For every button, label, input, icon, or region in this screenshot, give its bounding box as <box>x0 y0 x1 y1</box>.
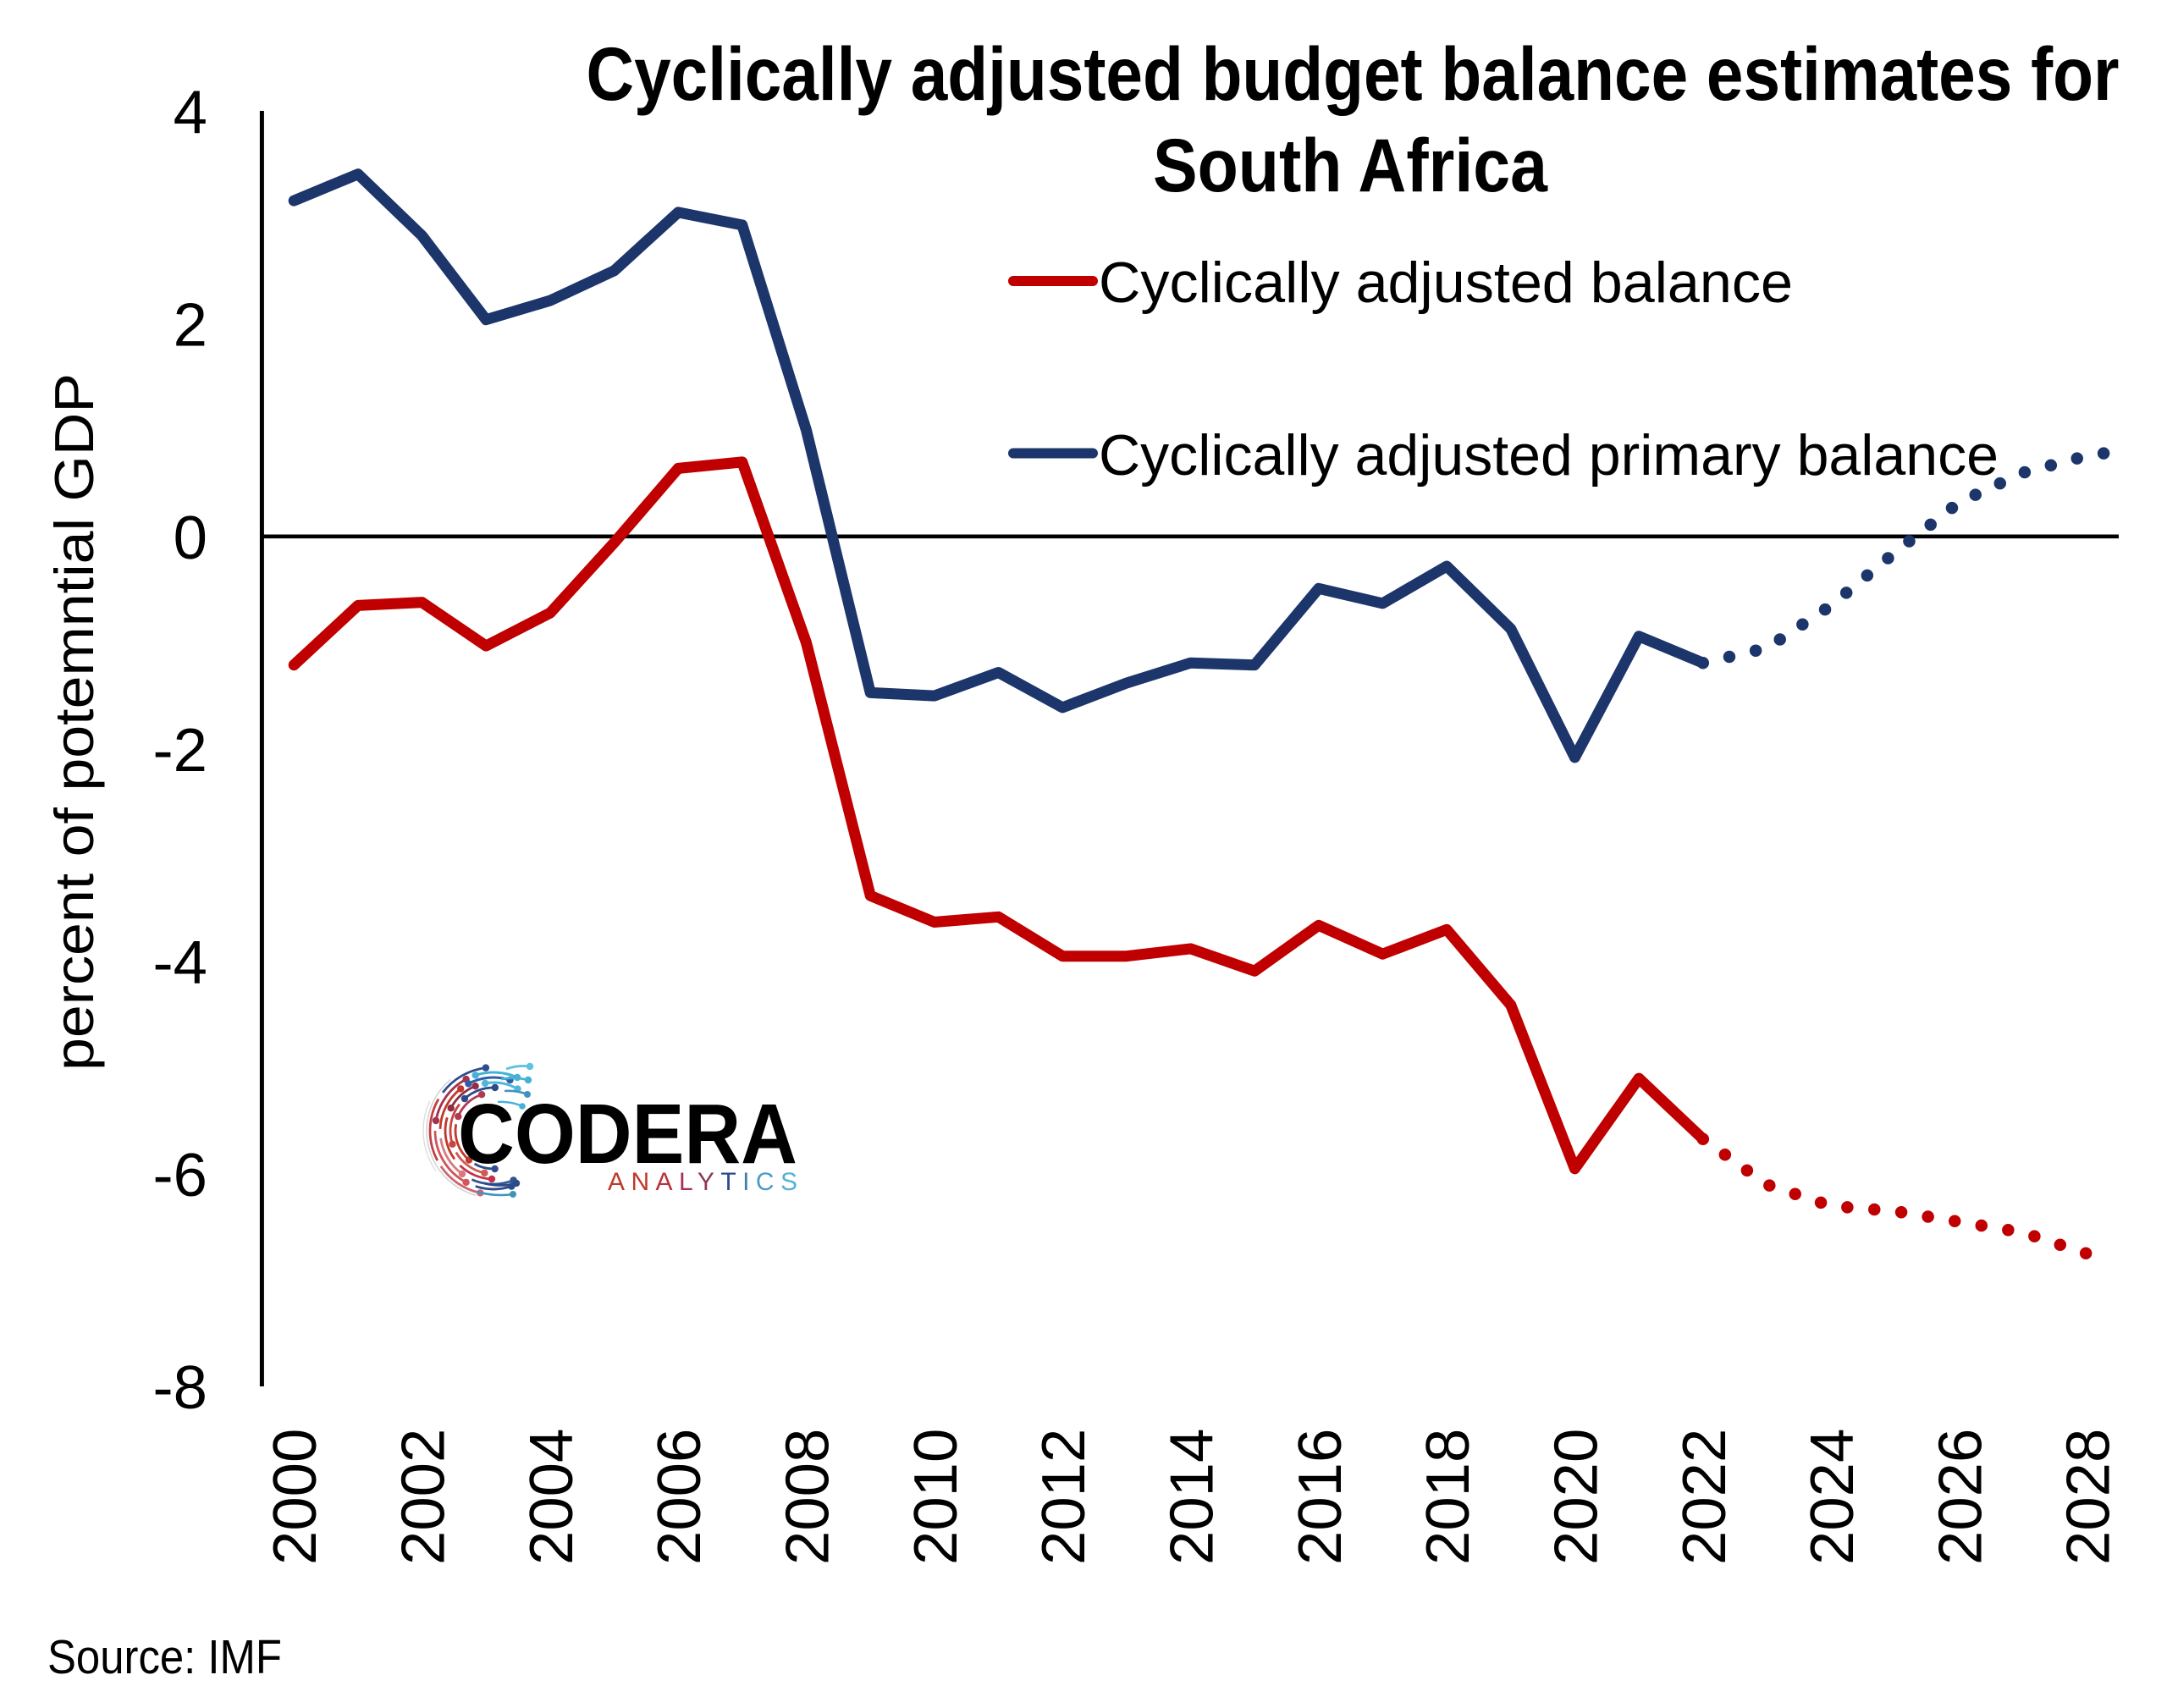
svg-text:4: 4 <box>174 79 207 147</box>
svg-text:2016: 2016 <box>1286 1429 1354 1565</box>
svg-text:2022: 2022 <box>1670 1429 1739 1565</box>
svg-text:-8: -8 <box>153 1353 207 1422</box>
svg-text:Cyclically adjusted budget bal: Cyclically adjusted budget balance estim… <box>587 31 2120 116</box>
svg-text:-4: -4 <box>153 928 207 997</box>
svg-text:2026: 2026 <box>1926 1429 1994 1565</box>
svg-text:-6: -6 <box>153 1141 207 1209</box>
svg-text:CODERA: CODERA <box>458 1087 797 1182</box>
svg-text:South Africa: South Africa <box>1153 123 1548 207</box>
svg-text:2: 2 <box>174 291 207 360</box>
svg-text:2018: 2018 <box>1414 1429 1482 1565</box>
svg-text:2010: 2010 <box>902 1429 970 1565</box>
svg-text:2012: 2012 <box>1029 1429 1098 1565</box>
svg-text:2004: 2004 <box>517 1429 586 1565</box>
svg-text:Cyclically adjusted balance: Cyclically adjusted balance <box>1099 251 1793 315</box>
svg-text:0: 0 <box>174 504 207 572</box>
svg-text:2014: 2014 <box>1158 1429 1227 1565</box>
svg-text:2006: 2006 <box>645 1429 714 1565</box>
svg-text:2028: 2028 <box>2054 1429 2123 1565</box>
svg-text:Cyclically adjusted primary ba: Cyclically adjusted primary balance <box>1099 423 1999 488</box>
svg-text:percent of potemntial GDP: percent of potemntial GDP <box>43 373 105 1071</box>
svg-text:ANALYTICS: ANALYTICS <box>608 1168 802 1196</box>
svg-text:-2: -2 <box>153 716 207 785</box>
svg-text:2008: 2008 <box>774 1429 842 1565</box>
svg-text:2000: 2000 <box>261 1429 329 1565</box>
svg-text:Source: IMF: Source: IMF <box>47 1630 282 1684</box>
svg-text:2020: 2020 <box>1541 1429 1610 1565</box>
svg-text:2024: 2024 <box>1798 1429 1866 1565</box>
svg-text:2002: 2002 <box>389 1429 458 1565</box>
